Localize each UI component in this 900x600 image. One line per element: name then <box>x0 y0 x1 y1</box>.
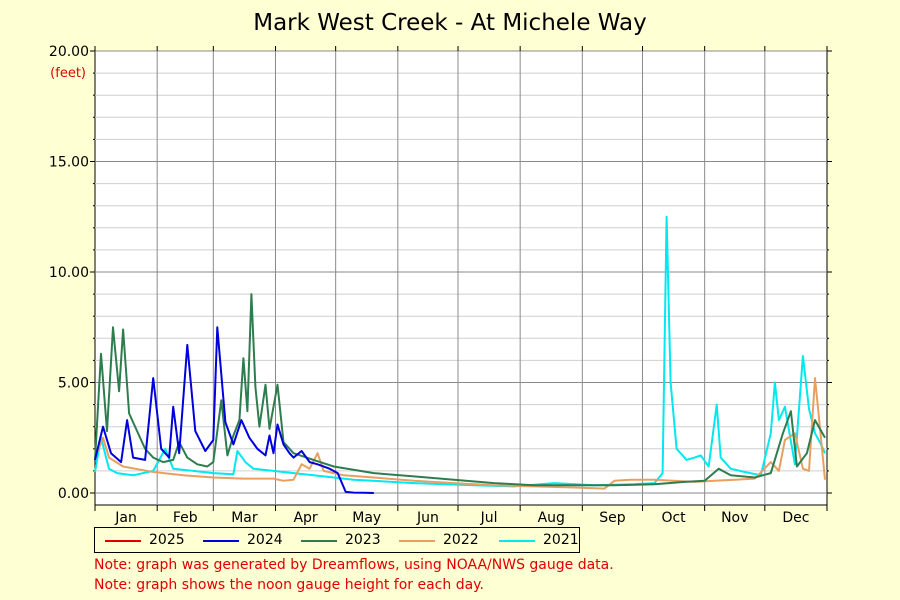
plot-background <box>94 50 828 506</box>
x-tick-label: Jul <box>480 510 498 526</box>
x-tick-label: Feb <box>173 510 198 526</box>
legend-label: 2025 <box>149 532 185 548</box>
x-tick-label: Aug <box>538 510 565 526</box>
legend-label: 2022 <box>443 532 479 548</box>
axes: 0.00 5.00 10.00 15.00 20.00 (feet) Jan Feb Mar Ap… <box>49 44 832 526</box>
legend-swatch <box>105 540 141 542</box>
series-line-2022 <box>94 377 826 490</box>
series-lines <box>94 215 826 494</box>
x-tick-label: Dec <box>782 510 809 526</box>
legend: 2025 2024 2023 2022 2021 <box>94 527 580 553</box>
legend-swatch <box>499 540 535 542</box>
y-tick-label: 20.00 <box>49 44 89 60</box>
x-tick-label: May <box>352 510 381 526</box>
note-noon: Note: graph shows the noon gauge height … <box>94 577 484 593</box>
x-tick-label: Jan <box>114 510 137 526</box>
series-line-2024 <box>94 326 374 494</box>
legend-swatch <box>203 540 239 542</box>
y-tick-label: 5.00 <box>58 376 89 392</box>
x-tick-label: Jun <box>416 510 439 526</box>
legend-swatch <box>301 540 337 542</box>
legend-swatch <box>399 540 435 542</box>
x-tick-label: Sep <box>599 510 626 526</box>
y-axis-unit: (feet) <box>50 66 86 81</box>
grid <box>95 50 827 505</box>
legend-label: 2021 <box>543 532 579 548</box>
legend-label: 2024 <box>247 532 283 548</box>
x-tick-label: Apr <box>293 510 317 526</box>
x-tick-label: Nov <box>721 510 748 526</box>
y-tick-label: 15.00 <box>49 155 89 171</box>
x-tick-label: Mar <box>231 510 258 526</box>
chart-title: Mark West Creek - At Michele Way <box>253 10 647 36</box>
y-tick-label: 10.00 <box>49 265 89 281</box>
series-line-2023 <box>94 293 826 487</box>
legend-label: 2023 <box>345 532 381 548</box>
x-tick-label: Oct <box>661 510 686 526</box>
note-source: Note: graph was generated by Dreamflows,… <box>94 557 614 573</box>
y-tick-label: 0.00 <box>58 486 89 502</box>
